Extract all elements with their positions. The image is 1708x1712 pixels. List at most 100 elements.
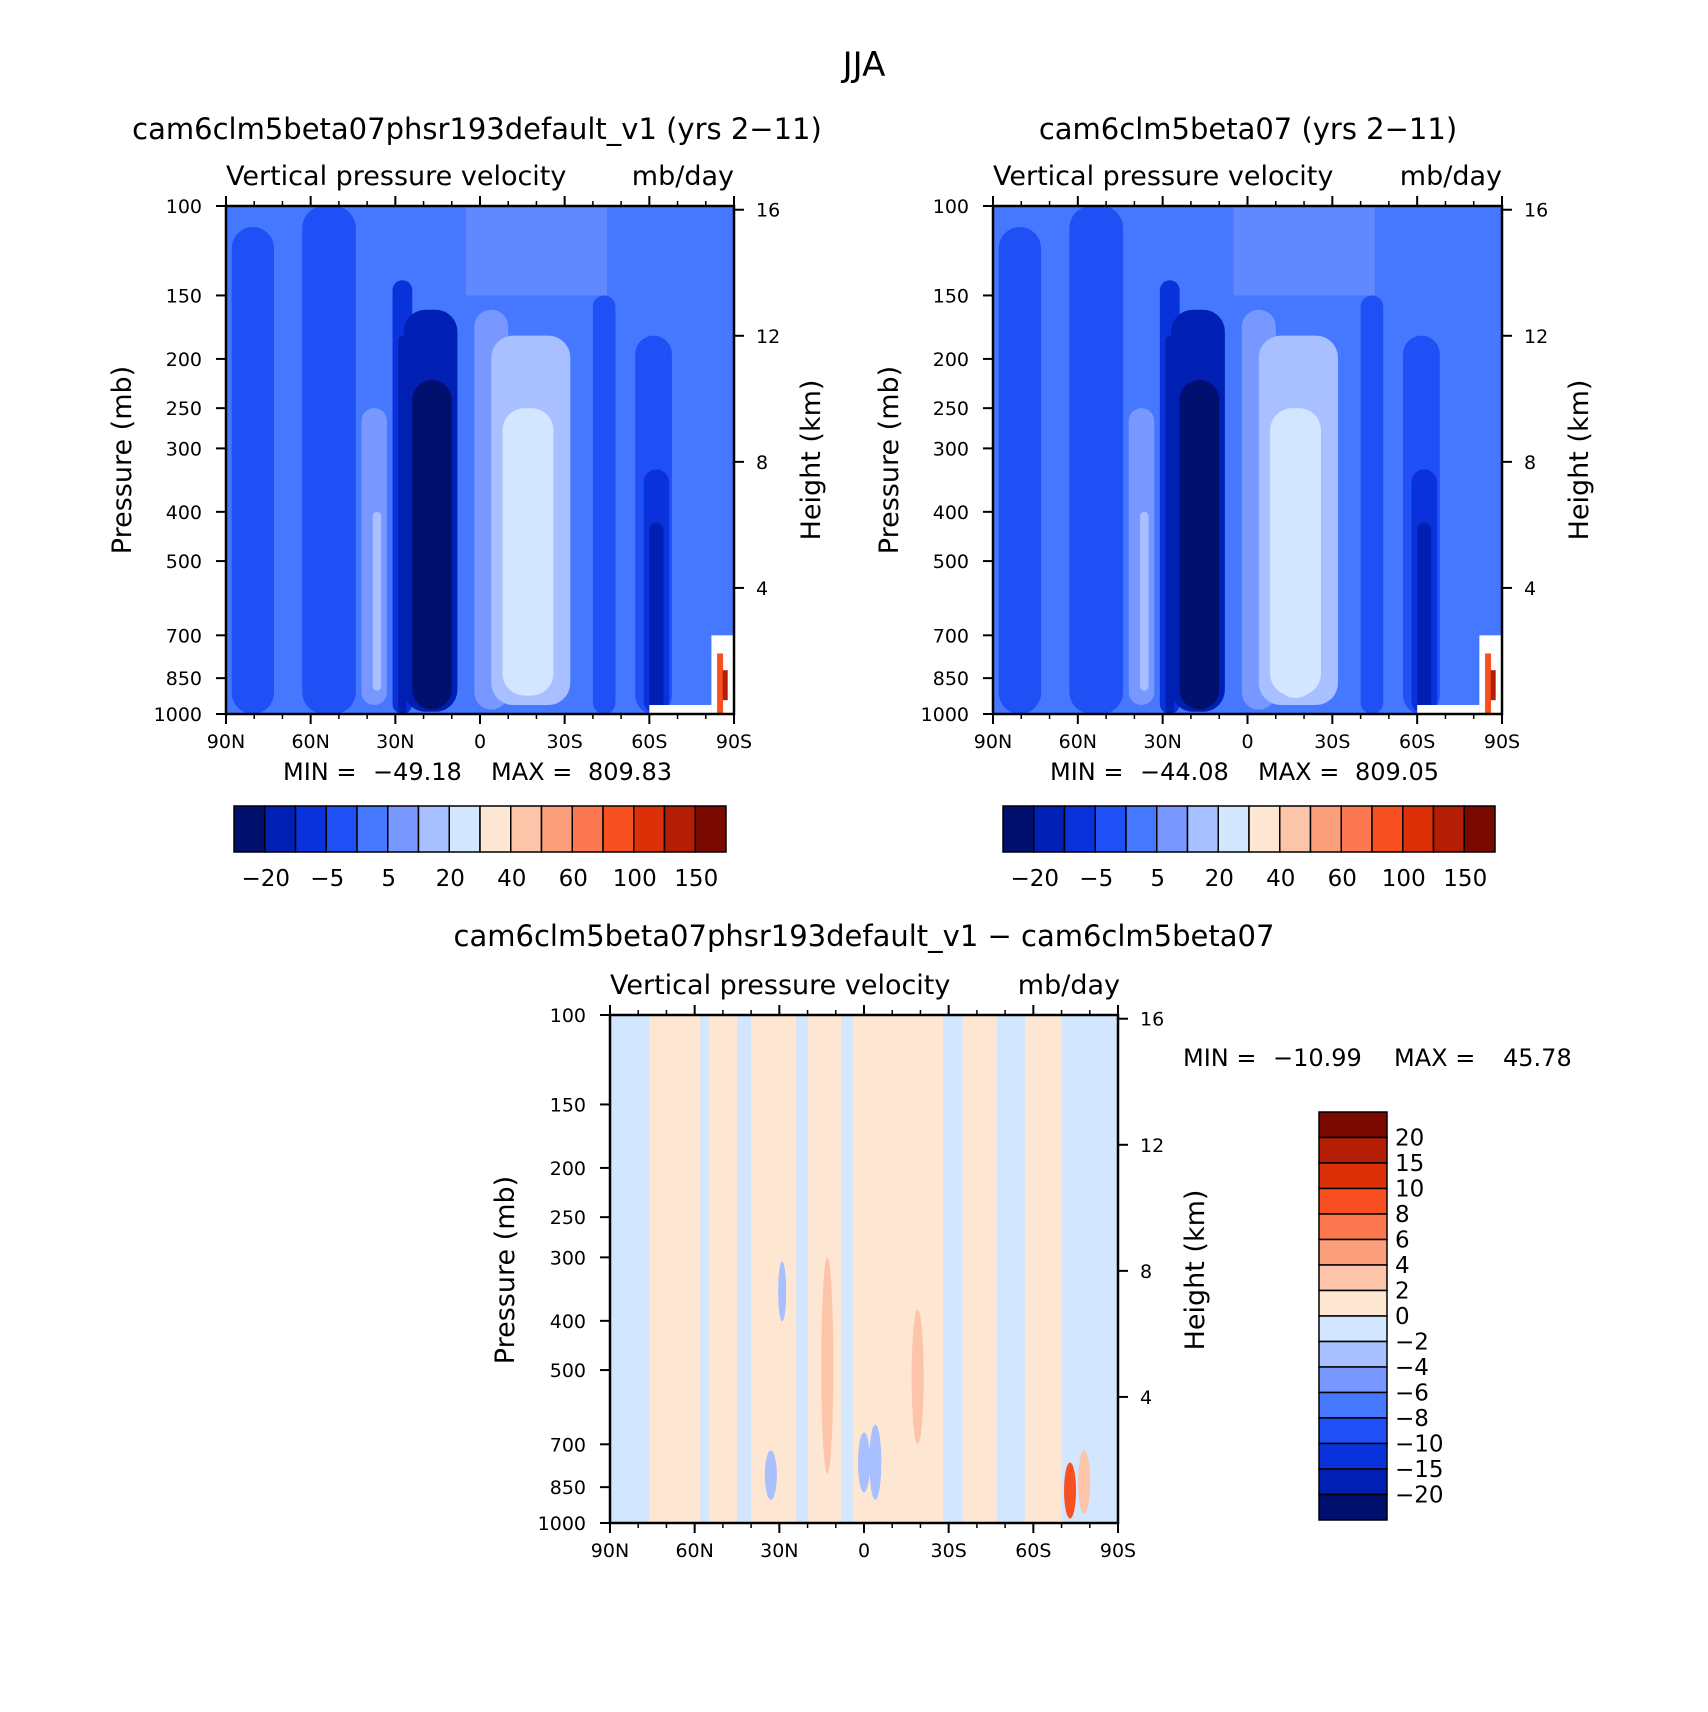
contour-band	[276, 358, 300, 714]
contour-band	[1069, 206, 1124, 714]
panel-3-min-value: −10.99	[1273, 1044, 1362, 1072]
colorbar-box	[633, 805, 666, 853]
colorbar-label: 100	[1382, 866, 1426, 892]
colorbar-box	[1318, 1442, 1388, 1470]
y2-tick-label: 8	[1140, 1261, 1152, 1283]
colorbar-box	[602, 805, 635, 853]
y-tick-label: 250	[933, 398, 969, 420]
colorbar-box	[1402, 805, 1435, 853]
y-tick-label: 500	[166, 551, 202, 573]
colorbar-box	[1318, 1187, 1388, 1215]
colorbar-box	[294, 805, 327, 853]
panel-1-ylabel2: Height (km)	[796, 380, 827, 541]
colorbar-box	[571, 805, 604, 853]
y-tick-label: 250	[550, 1207, 586, 1229]
contour-band	[412, 379, 452, 710]
contour-band	[1140, 511, 1149, 691]
panel-2-plot	[993, 206, 1502, 714]
panel-2-colorbar: −20 −5 5 20 40 60 100 150	[1002, 805, 1496, 892]
y-tick-label: 400	[933, 502, 969, 524]
panel-2-subtitle-left: Vertical pressure velocity	[993, 161, 1333, 192]
y-tick-label: 200	[550, 1158, 586, 1180]
y2-tick-label: 4	[1140, 1387, 1152, 1409]
colorbar-box	[510, 805, 543, 853]
y2-tick-label: 8	[756, 452, 768, 474]
colorbar-box	[1318, 1493, 1388, 1521]
colorbar-box	[1217, 805, 1250, 853]
contour-band	[962, 1015, 997, 1523]
x-tick-label: 60S	[631, 731, 667, 753]
colorbar-box	[417, 805, 450, 853]
colorbar-box	[1063, 805, 1096, 853]
y-tick-label: 400	[550, 1311, 586, 1333]
x-tick-label: 0	[858, 1540, 870, 1562]
y2-tick-label: 8	[1524, 452, 1536, 474]
colorbar-box	[1318, 1213, 1388, 1241]
contour-band	[1078, 1450, 1091, 1514]
contour-band	[1179, 379, 1220, 710]
colorbar-box	[1125, 805, 1158, 853]
y2-tick-label: 16	[1140, 1009, 1164, 1031]
colorbar-box	[1371, 805, 1404, 853]
y-tick-label: 200	[166, 349, 202, 371]
colorbar-label: 20	[1395, 1126, 1424, 1152]
colorbar-label: −10	[1395, 1432, 1444, 1458]
y-tick-label: 1000	[154, 704, 202, 726]
contour-band	[1417, 522, 1432, 714]
colorbar-box	[1156, 805, 1189, 853]
panel-2: cam6clm5beta07 (yrs 2−11) Vertical press…	[874, 112, 1595, 892]
panel-3-title: cam6clm5beta07phsr193default_v1 − cam6cl…	[454, 919, 1275, 953]
panel-2-ylabel2: Height (km)	[1564, 380, 1595, 541]
panel-1-plot	[226, 206, 734, 714]
y2-tick-label: 12	[1524, 326, 1548, 348]
x-tick-label: 90N	[974, 731, 1012, 753]
colorbar-box	[1094, 805, 1127, 853]
colorbar-box	[264, 805, 297, 853]
y-tick-label: 500	[550, 1360, 586, 1382]
contour-band	[1490, 670, 1496, 701]
y-tick-label: 100	[550, 1005, 586, 1027]
colorbar-label: 2	[1395, 1279, 1410, 1305]
panel-1-min-value: −49.18	[373, 758, 462, 786]
panel-2-subtitle-right: mb/day	[1400, 161, 1502, 192]
y-tick-label: 850	[166, 668, 202, 690]
colorbar-box	[1033, 805, 1066, 853]
contour-band	[1275, 416, 1316, 698]
contour-band	[708, 1015, 737, 1523]
x-tick-label: 60S	[1399, 731, 1435, 753]
field-shading	[610, 1015, 1118, 1523]
colorbar-label: 6	[1395, 1228, 1410, 1254]
panel-3-stats: MIN = −10.99 MAX = 45.78	[1183, 1044, 1572, 1072]
colorbar-label: 15	[1395, 1151, 1424, 1177]
colorbar-box	[1309, 805, 1342, 853]
x-tick-label: 90S	[1484, 731, 1520, 753]
colorbar-box	[1318, 1111, 1388, 1139]
colorbar-label: 150	[1443, 866, 1487, 892]
contour-band	[502, 408, 554, 696]
panel-3-axes: 90N 60N 30N 0 30S 60S 90S 100 150 200 250 300 400 500…	[538, 1005, 1164, 1562]
colorbar-box	[356, 805, 389, 853]
colorbar-label: −15	[1395, 1457, 1444, 1483]
colorbar-label: −2	[1395, 1330, 1429, 1356]
y-tick-label: 250	[166, 398, 202, 420]
y-tick-label: 100	[933, 196, 969, 218]
panel-2-stats: MIN = −44.08 MAX = 809.05	[1050, 758, 1439, 786]
colorbar-label: 0	[1395, 1304, 1410, 1330]
y-tick-label: 850	[933, 668, 969, 690]
colorbar-label: 20	[436, 866, 465, 892]
colorbar-box	[1279, 805, 1312, 853]
colorbar-label: 40	[1266, 866, 1295, 892]
panel-3-subtitle-left: Vertical pressure velocity	[610, 970, 950, 1001]
x-tick-label: 60N	[291, 731, 329, 753]
contour-band	[751, 1015, 797, 1523]
orography-mask	[1417, 704, 1480, 714]
colorbar-box	[1318, 1136, 1388, 1164]
colorbar-label: −20	[241, 866, 290, 892]
x-tick-label: 30S	[931, 1540, 967, 1562]
colorbar-box	[448, 805, 481, 853]
y-tick-label: 150	[550, 1094, 586, 1116]
y-tick-label: 300	[166, 438, 202, 460]
colorbar-box	[694, 805, 727, 853]
